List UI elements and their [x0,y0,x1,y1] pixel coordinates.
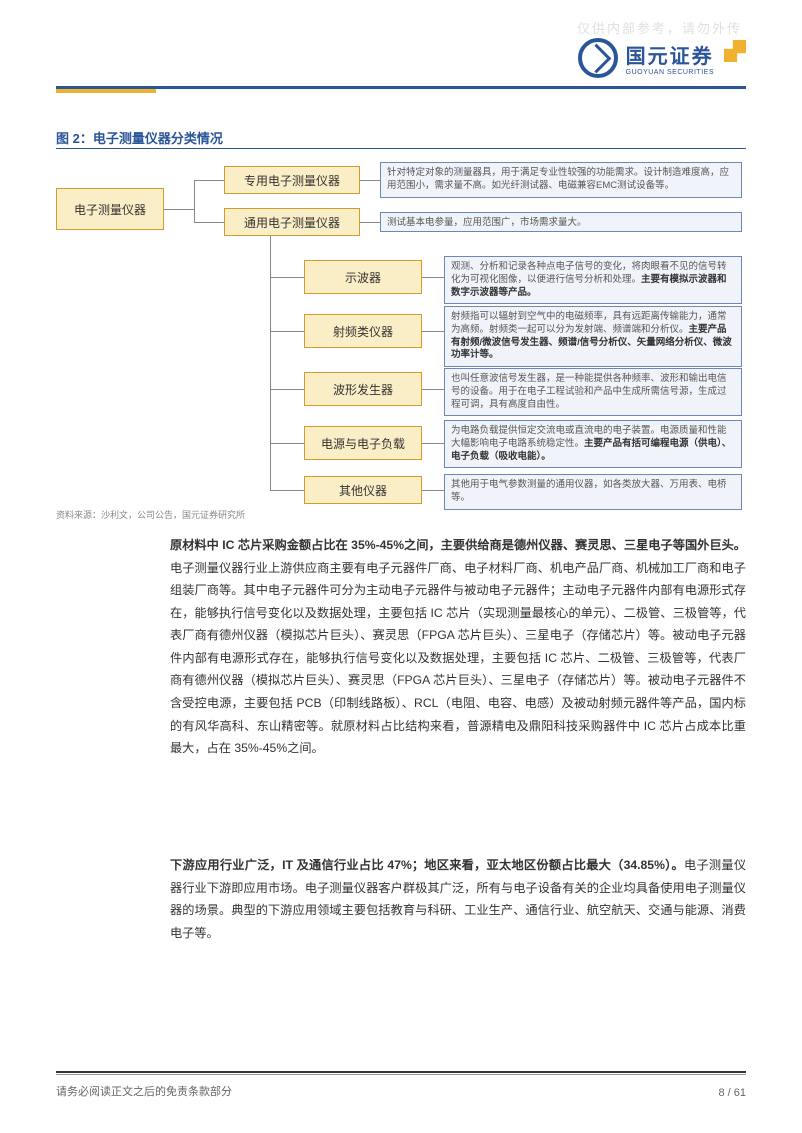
node-oscilloscope: 示波器 [304,260,422,294]
note-waveform: 也叫任意波信号发生器，是一种能提供各种频率、波形和输出电信号的设备。用于在电子工… [444,368,742,416]
header-rule-blue [56,86,746,89]
note-power: 为电路负载提供恒定交流电或直流电的电子装置。电源质量和性能大幅影响电子电路系统稳… [444,420,742,468]
paragraph-2: 下游应用行业广泛，IT 及通信行业占比 47%；地区来看，亚太地区份额占比最大（… [170,854,746,944]
node-other: 其他仪器 [304,476,422,504]
node-root: 电子测量仪器 [56,188,164,230]
node-rf: 射频类仪器 [304,314,422,348]
figure-rule [56,148,746,149]
connector [270,277,304,278]
footer-rule [56,1071,746,1075]
connector [270,389,304,390]
connector [360,180,380,181]
diagram: 电子测量仪器 专用电子测量仪器 通用电子测量仪器 示波器 射频类仪器 波形发生器… [56,156,746,504]
logo-cn: 国元证券 [626,40,714,69]
logo-accent-icon [724,40,746,62]
connector [270,443,304,444]
connector [422,331,444,332]
watermark: 仅供内部参考，请勿外传 [577,18,742,37]
note-oscilloscope: 观测、分析和记录各种点电子信号的变化，将肉眼看不见的信号转化为可视化图像，以便进… [444,256,742,304]
note-rf: 射频指可以辐射到空气中的电磁频率，具有远距离传输能力，通常为高频。射频类一起可以… [444,306,742,367]
logo-icon [578,38,618,78]
note-other: 其他用于电气参数测量的通用仪器，如各类放大器、万用表、电桥等。 [444,474,742,510]
connector [194,180,195,222]
connector [360,222,380,223]
figure-title: 图 2：电子测量仪器分类情况 [56,128,223,147]
paragraph-1: 原材料中 IC 芯片采购金额占比在 35%-45%之间，主要供给商是德州仪器、赛… [170,534,746,760]
connector [422,389,444,390]
figure-source: 资料来源：沙利文，公司公告，国元证券研究所 [56,508,245,521]
logo: 国元证券 GUOYUAN SECURITIES [578,38,746,78]
header: 国元证券 GUOYUAN SECURITIES [56,38,746,88]
header-rule-yellow [56,89,156,93]
connector [164,209,194,210]
logo-en: GUOYUAN SECURITIES [626,69,714,76]
connector [422,443,444,444]
node-special: 专用电子测量仪器 [224,166,360,194]
note-general: 测试基本电参量，应用范围广，市场需求量大。 [380,212,742,232]
connector [422,490,444,491]
node-power: 电源与电子负载 [304,426,422,460]
connector [194,180,224,181]
footer-disclaimer: 请务必阅读正文之后的免责条款部分 [56,1083,232,1099]
note-special: 针对特定对象的测量器具，用于满足专业性较强的功能需求。设计制造难度高，应用范围小… [380,162,742,198]
connector [270,331,304,332]
connector [270,236,271,490]
node-waveform: 波形发生器 [304,372,422,406]
connector [194,222,224,223]
page-number: 8 / 61 [718,1087,746,1099]
node-general: 通用电子测量仪器 [224,208,360,236]
connector [270,490,304,491]
connector [422,277,444,278]
